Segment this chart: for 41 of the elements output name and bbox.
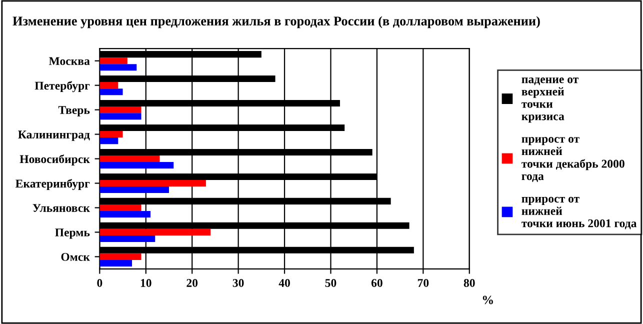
y-tick-label: Пермь — [55, 228, 90, 239]
bar — [100, 260, 132, 266]
x-tick-label: 10 — [140, 278, 152, 287]
bar — [100, 235, 156, 242]
y-tick-label: Петербург — [34, 81, 90, 92]
bar — [100, 253, 142, 260]
y-tick-label: Екатеринбург — [16, 179, 90, 190]
x-tick-label: 70 — [418, 278, 429, 287]
bar — [100, 228, 211, 236]
bar — [100, 186, 169, 194]
bar — [100, 180, 206, 187]
bar — [100, 82, 118, 89]
x-axis-title: % — [482, 296, 493, 304]
x-tick-label: 20 — [186, 278, 198, 287]
legend-label: прирост от нижней точки июнь 2001 года — [522, 196, 637, 230]
x-tick-label: 60 — [371, 278, 382, 287]
x-tick-label: 80 — [464, 278, 475, 287]
legend-label: прирост от нижней точки декабрь 2000 года — [522, 137, 624, 182]
legend-label: падение от верхней точки кризиса — [522, 78, 579, 123]
bar — [100, 210, 150, 218]
bar — [100, 131, 123, 138]
x-tick-label: 30 — [232, 278, 244, 287]
bar — [100, 106, 142, 114]
y-tick-label: Омск — [61, 252, 90, 261]
x-tick-label: 50 — [325, 278, 336, 287]
x-tick-label: 0 — [97, 278, 102, 287]
y-tick-label: Ульяновск — [32, 204, 90, 212]
bar — [100, 88, 123, 96]
y-tick-label: Москва — [48, 57, 90, 66]
y-tick-label: Калининград — [18, 130, 90, 141]
y-tick-label: Новосибирск — [20, 154, 90, 166]
y-tick-label: Тверь — [58, 106, 90, 116]
chart-title: Изменение уровня цен предложения жилья в городах России (в долларовом выражении) — [12, 16, 540, 28]
x-tick-label: 40 — [278, 278, 290, 287]
bar — [100, 162, 174, 169]
bar — [100, 155, 160, 162]
bar — [100, 204, 142, 211]
bar — [100, 113, 142, 120]
bar — [100, 138, 118, 144]
bar — [100, 58, 128, 64]
bar — [100, 64, 137, 71]
